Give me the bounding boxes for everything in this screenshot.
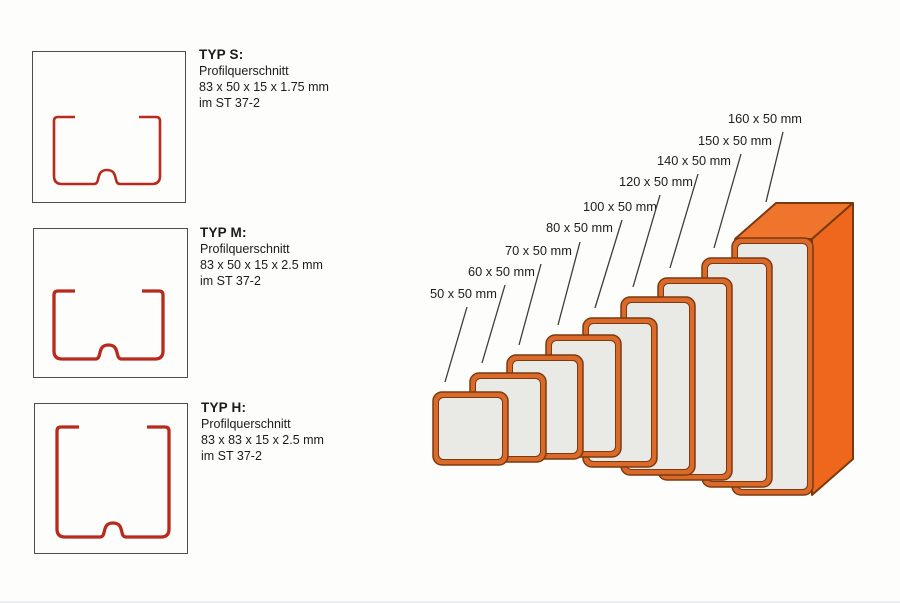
- leader-line: [518, 263, 542, 346]
- profile-type-title: TYP S:: [199, 47, 244, 62]
- channel-outline: [52, 115, 162, 186]
- profile-card-text-m: TYP M: Profilquerschnitt 83 x 50 x 15 x …: [200, 225, 375, 289]
- size-label: 140 x 50 mm: [657, 153, 731, 168]
- leader-line: [669, 173, 699, 269]
- leader-line: [557, 241, 581, 326]
- size-label: 150 x 50 mm: [698, 133, 772, 148]
- profile-card-dimensions: 83 x 83 x 15 x 2.5 mm: [201, 433, 324, 447]
- size-label: 70 x 50 mm: [505, 243, 572, 258]
- profile-card-line: Profilquerschnitt: [201, 417, 291, 431]
- channel-outline: [52, 289, 165, 361]
- page-bottom-edge: [0, 601, 900, 603]
- channel-outline: [55, 425, 171, 539]
- profile-type-title: TYP H:: [201, 400, 247, 415]
- size-label: 100 x 50 mm: [583, 199, 657, 214]
- profile-sizes-diagram: 50 x 50 mm 60 x 50 mm 70 x 50 mm 80 x 50 mm…: [430, 111, 854, 496]
- profile-type-title: TYP M:: [200, 225, 247, 240]
- size-label: 120 x 50 mm: [619, 174, 693, 189]
- channel-profile-drawing-h: [55, 425, 171, 539]
- size-label: 60 x 50 mm: [468, 264, 535, 279]
- profile-drawing-box-s: [32, 51, 186, 203]
- profile-card-text-h: TYP H: Profilquerschnitt 83 x 83 x 15 x …: [201, 400, 376, 464]
- block-side-face: [811, 202, 854, 496]
- size-label: 50 x 50 mm: [430, 286, 497, 301]
- profile-card-line: Profilquerschnitt: [200, 242, 290, 256]
- size-label: 160 x 50 mm: [728, 111, 802, 126]
- channel-profile-drawing-s: [52, 115, 162, 186]
- profile-50x50: [432, 391, 509, 466]
- profile-card-material: im ST 37-2: [200, 274, 261, 288]
- leader-line: [594, 219, 623, 309]
- leader-line: [444, 306, 468, 383]
- profile-drawing-box-m: [33, 228, 188, 378]
- size-label: 80 x 50 mm: [546, 220, 613, 235]
- profile-card-dimensions: 83 x 50 x 15 x 1.75 mm: [199, 80, 329, 94]
- leader-line: [632, 194, 661, 288]
- profile-card-material: im ST 37-2: [199, 96, 260, 110]
- channel-profile-drawing-m: [52, 289, 165, 361]
- leader-line: [481, 284, 506, 364]
- leader-line: [765, 131, 784, 203]
- profile-front-face: [438, 397, 503, 460]
- leader-line: [713, 153, 742, 249]
- profile-card-text-s: TYP S: Profilquerschnitt 83 x 50 x 15 x …: [199, 47, 374, 111]
- profile-card-line: Profilquerschnitt: [199, 64, 289, 78]
- profile-card-material: im ST 37-2: [201, 449, 262, 463]
- profile-card-dimensions: 83 x 50 x 15 x 2.5 mm: [200, 258, 323, 272]
- profile-drawing-box-h: [34, 403, 188, 554]
